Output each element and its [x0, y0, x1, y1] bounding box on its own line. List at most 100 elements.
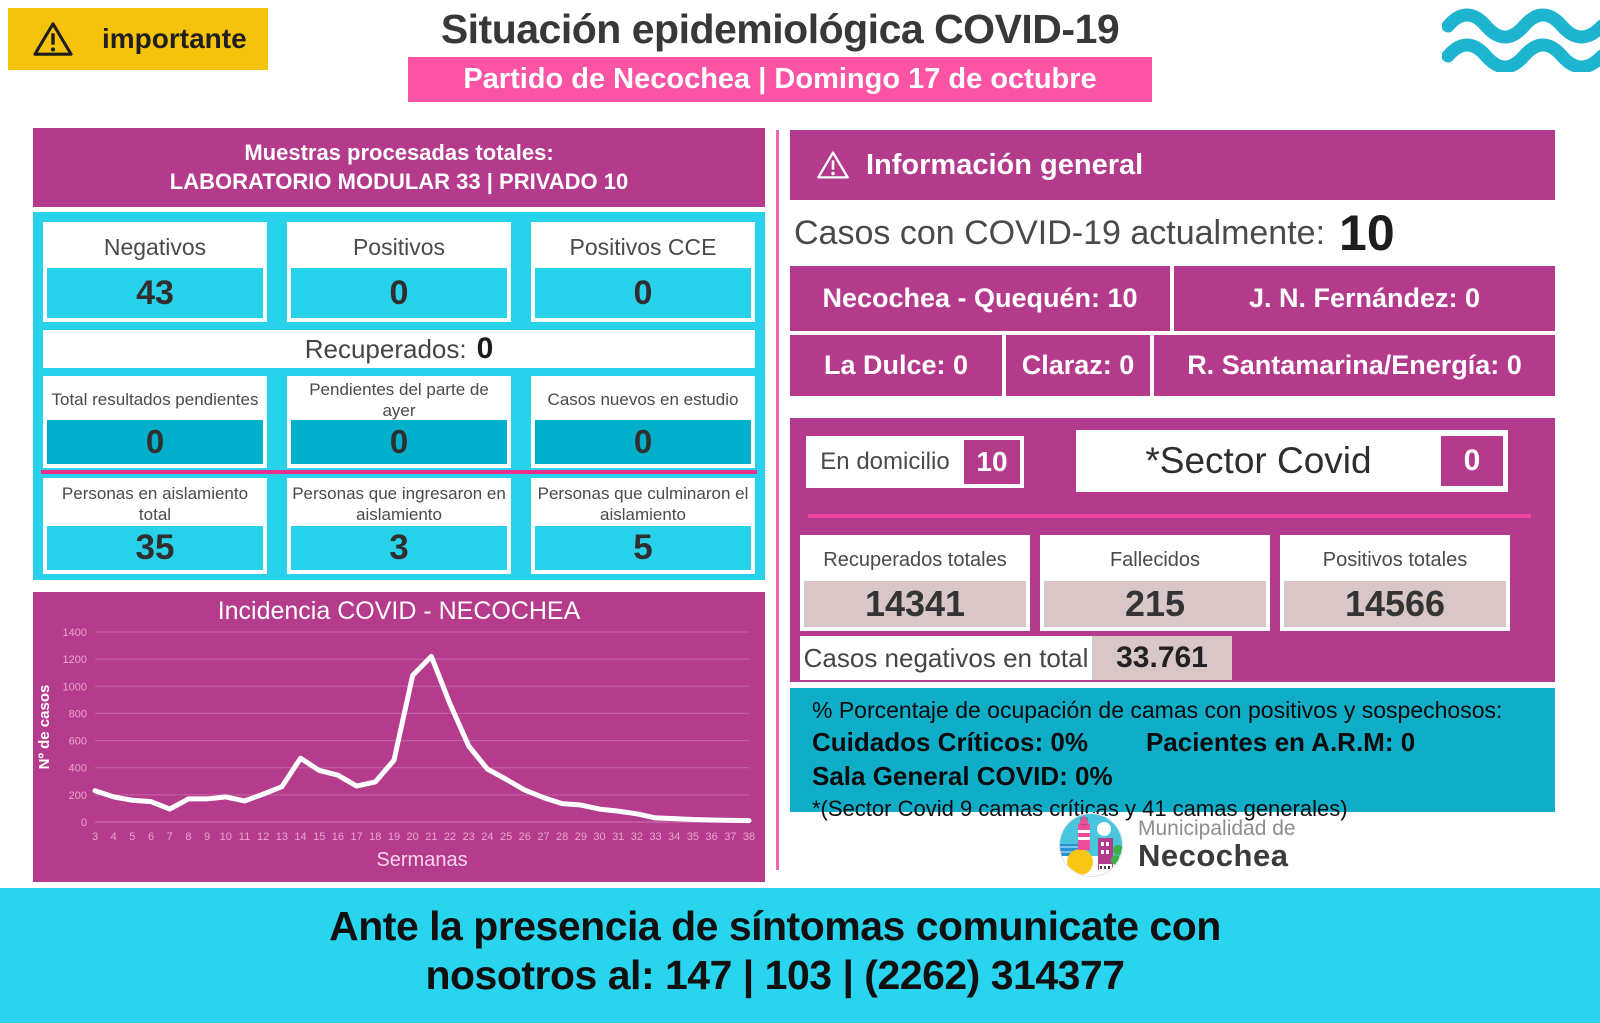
svg-text:8: 8 [185, 831, 191, 843]
svg-text:5: 5 [129, 831, 135, 843]
svg-text:24: 24 [481, 831, 493, 843]
svg-text:Sermanas: Sermanas [376, 849, 467, 871]
stat-value: 0 [47, 420, 263, 464]
stat-box-culminaron-aislamiento: Personas que culminaron el aislamiento 5 [531, 478, 755, 574]
locality-cell: J. N. Fernández: 0 [1174, 266, 1555, 331]
column-divider [776, 130, 779, 870]
svg-text:13: 13 [276, 831, 288, 843]
svg-text:0: 0 [81, 817, 87, 829]
sector-covid-value: 0 [1441, 436, 1503, 486]
svg-text:400: 400 [69, 763, 87, 775]
pink-divider [41, 470, 757, 474]
sector-covid-box: *Sector Covid 0 [1076, 430, 1508, 492]
svg-text:27: 27 [537, 831, 549, 843]
footer-line2: nosotros al: 147 | 103 | (2262) 314377 [425, 952, 1125, 999]
svg-text:37: 37 [724, 831, 736, 843]
stat-label: Positivos [352, 233, 446, 260]
svg-text:11: 11 [239, 831, 250, 843]
page-subtitle: Partido de Necochea | Domingo 17 de octu… [408, 57, 1152, 102]
current-cases-row: Casos con COVID-19 actualmente: 10 [790, 202, 1555, 264]
svg-text:29: 29 [575, 831, 587, 843]
svg-text:14: 14 [294, 831, 306, 843]
stat-box-negativos: Negativos 43 [43, 222, 267, 322]
svg-text:23: 23 [463, 831, 475, 843]
svg-text:Nº de casos: Nº de casos [36, 685, 53, 770]
svg-text:28: 28 [556, 831, 568, 843]
important-badge-label: importante [102, 23, 247, 54]
warning-icon [817, 151, 849, 179]
total-value: 14566 [1284, 581, 1506, 627]
svg-text:4: 4 [111, 831, 117, 843]
stat-box-positivos-cce: Positivos CCE 0 [531, 222, 755, 322]
stat-label: Positivos CCE [569, 233, 717, 260]
svg-text:35: 35 [687, 831, 699, 843]
general-info-header: Información general [790, 130, 1555, 200]
totals-panel: En domicilio 10 *Sector Covid 0 Recupera… [790, 418, 1555, 682]
svg-text:20: 20 [407, 831, 419, 843]
total-label: Recuperados totales [823, 548, 1007, 571]
samples-panel: Negativos 43 Positivos 0 Positivos CCE 0… [33, 212, 765, 580]
warning-icon [33, 22, 73, 56]
locality-cell: Necochea - Quequén: 10 [790, 266, 1170, 331]
svg-text:38: 38 [743, 831, 755, 843]
svg-text:1400: 1400 [63, 627, 87, 639]
bed-occupancy-panel: % Porcentaje de ocupación de camas con p… [790, 688, 1555, 821]
occupancy-intro: % Porcentaje de ocupación de camas con p… [812, 697, 1503, 723]
svg-text:1200: 1200 [63, 654, 87, 666]
stat-label: Personas que ingresaron en aislamiento [292, 483, 506, 524]
recuperados-row: Recuperados: 0 [43, 330, 755, 368]
svg-text:21: 21 [425, 831, 437, 843]
municipality-logo-text: Municipalidad de Necochea [1138, 817, 1296, 874]
total-value: 14341 [804, 581, 1026, 627]
stat-value: 5 [535, 526, 751, 570]
incidence-chart: Incidencia COVID - NECOCHEA 0 200 400 600 80… [33, 592, 765, 882]
svg-text:32: 32 [631, 831, 643, 843]
current-cases-label: Casos con COVID-19 actualmente: [794, 213, 1326, 252]
locality-cell: La Dulce: 0 [790, 335, 1002, 396]
locality-cell: Claraz: 0 [1006, 335, 1150, 396]
svg-text:6: 6 [148, 831, 154, 843]
stat-value: 3 [291, 526, 507, 570]
municipality-line2: Necochea [1138, 837, 1289, 873]
svg-text:3: 3 [92, 831, 98, 843]
page-title: Situación epidemiológica COVID-19 [440, 6, 1120, 52]
svg-text:10: 10 [220, 831, 232, 843]
stat-label: Pendientes del parte de ayer [309, 379, 489, 420]
samples-header: Muestras procesadas totales: LABORATORIO… [33, 128, 765, 207]
stat-box-positivos: Positivos 0 [287, 222, 511, 322]
svg-text:17: 17 [350, 831, 362, 843]
svg-text:15: 15 [313, 831, 325, 843]
svg-text:16: 16 [332, 831, 344, 843]
svg-text:26: 26 [519, 831, 531, 843]
stat-label: Negativos [103, 233, 207, 260]
stat-label: Personas que culminaron el aislamiento [537, 483, 749, 524]
locality-cell: R. Santamarina/Energía: 0 [1154, 335, 1555, 396]
svg-text:200: 200 [69, 790, 87, 802]
stat-box-aislamiento-total: Personas en aislamiento total 35 [43, 478, 267, 574]
stat-label: Total resultados pendientes [51, 390, 259, 410]
negatives-total-row: Casos negativos en total 33.761 [800, 636, 1232, 680]
total-label: Fallecidos [1109, 548, 1201, 571]
total-box-recuperados: Recuperados totales 14341 [800, 535, 1030, 631]
samples-header-line2: LABORATORIO MODULAR 33 | PRIVADO 10 [169, 169, 629, 194]
svg-text:22: 22 [444, 831, 456, 843]
stat-box-casos-nuevos: Casos nuevos en estudio 0 [531, 376, 755, 468]
waves-logo-icon [1442, 8, 1600, 72]
svg-text:12: 12 [257, 831, 269, 843]
en-domicilio-box: En domicilio 10 [806, 436, 1024, 488]
footer-line1: Ante la presencia de síntomas comunicate… [329, 903, 1221, 949]
general-info-title: Información general [866, 148, 1144, 181]
samples-header-line1: Muestras procesadas totales: [244, 140, 554, 165]
en-domicilio-label: En domicilio [820, 448, 950, 475]
svg-text:36: 36 [706, 831, 718, 843]
svg-text:1000: 1000 [63, 681, 87, 693]
negatives-total-value: 33.761 [1092, 636, 1232, 680]
footer-banner: Ante la presencia de síntomas comunicate… [0, 888, 1600, 1023]
municipality-line1: Municipalidad de [1138, 816, 1296, 840]
occupancy-arm: Pacientes en A.R.M: 0 [1145, 727, 1416, 757]
svg-text:800: 800 [69, 708, 87, 720]
svg-text:34: 34 [668, 831, 680, 843]
total-label: Positivos totales [1322, 548, 1468, 571]
